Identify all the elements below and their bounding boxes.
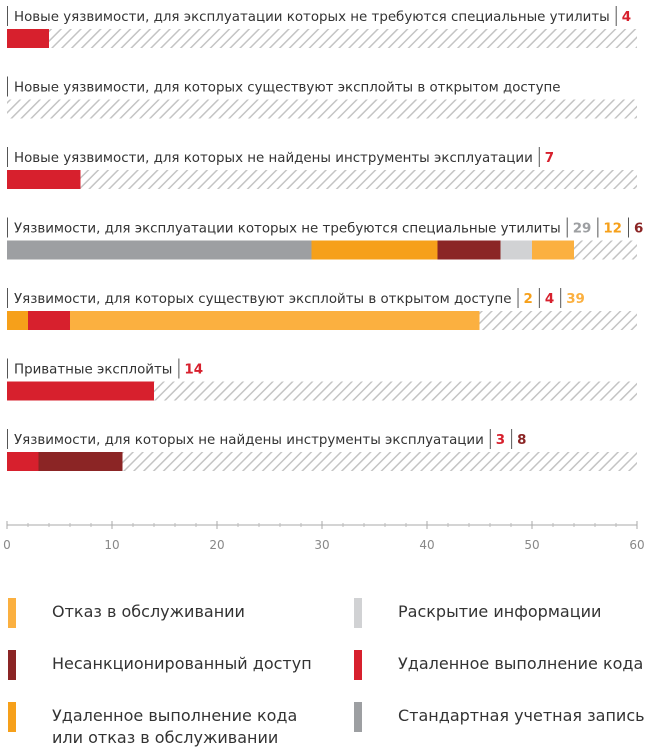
legend-item: Удаленное выполнение кода или отказ в об… — [8, 702, 297, 749]
bar-chart: Новые уязвимости, для эксплуатации котор… — [3, 6, 645, 552]
chart-row: Уязвимости, для эксплуатации которых не … — [7, 217, 643, 260]
data-label: 14 — [184, 363, 203, 378]
legend-label: Удаленное выполнение кода или отказ в об… — [52, 706, 298, 747]
x-tick-label: 50 — [524, 538, 539, 552]
data-label: 3 — [496, 433, 505, 448]
bar-segment — [7, 29, 49, 48]
category-label: Уязвимости, для которых существуют экспл… — [14, 292, 512, 307]
legend-swatch — [354, 598, 362, 628]
chart-row: Новые уязвимости, для которых не найдены… — [7, 147, 637, 189]
bar-track — [7, 29, 637, 48]
data-label: 4 — [545, 292, 554, 307]
bar-track — [7, 99, 637, 119]
bar-segment — [7, 452, 39, 471]
category-label: Новые уязвимости, для которых не найдены… — [14, 151, 533, 166]
category-label: Уязвимости, для эксплуатации которых не … — [14, 221, 561, 237]
bar-segment — [7, 240, 312, 260]
x-axis: 0 10 20 30 40 50 60 — [3, 521, 645, 552]
data-label: 8 — [517, 433, 526, 448]
chart-row: Уязвимости, для которых существуют экспл… — [7, 288, 637, 330]
bar-segment — [38, 452, 123, 471]
legend-swatch — [8, 702, 16, 732]
bar-segment — [532, 240, 574, 260]
legend-label: Удаленное выполнение кода — [398, 654, 644, 673]
legend-swatch — [354, 650, 362, 680]
legend-label: Несанкционированный доступ — [52, 654, 312, 673]
legend-swatch — [8, 598, 16, 628]
legend-label: Раскрытие информации — [398, 602, 602, 621]
legend-swatch — [354, 702, 362, 732]
x-tick-label: 60 — [629, 538, 644, 552]
bar-segment — [311, 240, 438, 260]
bar-segment — [70, 311, 480, 330]
x-tick-label: 40 — [419, 538, 434, 552]
legend-item: Удаленное выполнение кода — [354, 650, 643, 680]
bar-track — [7, 452, 637, 471]
data-label: 39 — [566, 292, 585, 307]
data-label: 6 — [634, 222, 643, 237]
category-label: Новые уязвимости, для которых существуют… — [14, 81, 561, 96]
legend-item: Отказ в обслуживании — [8, 598, 245, 628]
legend-item: Стандартная учетная запись — [354, 702, 645, 732]
legend-label: Отказ в обслуживании — [52, 602, 245, 621]
x-tick-label: 20 — [209, 538, 224, 552]
data-label: 4 — [622, 10, 631, 25]
bar-track — [7, 381, 637, 401]
bar-segment — [500, 240, 532, 260]
bar-segment — [7, 381, 154, 401]
legend-label: Стандартная учетная запись — [398, 706, 645, 725]
x-tick-label: 10 — [104, 538, 119, 552]
chart-row: Уязвимости, для которых не найдены инстр… — [7, 429, 637, 471]
chart-row: Приватные эксплойты 14 — [7, 358, 637, 401]
bar-segment — [7, 170, 81, 189]
x-tick-label: 30 — [314, 538, 329, 552]
bar-segment — [437, 240, 501, 260]
chart-row: Новые уязвимости, для которых существуют… — [7, 76, 637, 119]
bar-track — [7, 170, 637, 189]
data-label: 29 — [573, 222, 592, 237]
x-tick-label: 0 — [3, 538, 11, 552]
bar-segment — [28, 311, 70, 330]
category-label: Уязвимости, для которых не найдены инстр… — [14, 433, 484, 448]
bar-segment — [7, 311, 28, 330]
category-label: Приватные эксплойты — [14, 363, 172, 378]
data-label: 2 — [524, 292, 533, 307]
legend-item: Раскрытие информации — [354, 598, 601, 628]
category-label: Новые уязвимости, для эксплуатации котор… — [14, 9, 610, 25]
chart-row: Новые уязвимости, для эксплуатации котор… — [7, 6, 637, 48]
data-label: 12 — [603, 222, 622, 237]
legend: Отказ в обслуживании Раскрытие информаци… — [0, 590, 648, 750]
legend-swatch — [8, 650, 16, 680]
legend-item: Несанкционированный доступ — [8, 650, 312, 680]
data-label: 7 — [545, 151, 554, 166]
